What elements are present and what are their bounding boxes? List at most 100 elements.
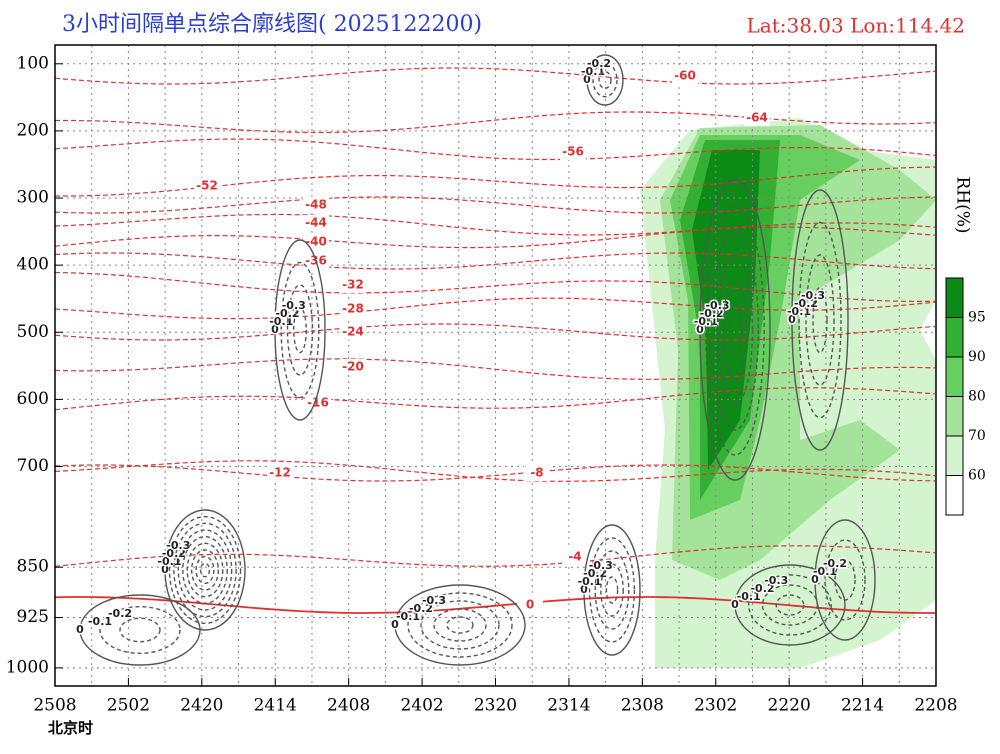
omega-contour [600,563,624,617]
omega-label: 0 [811,573,819,586]
omega-contour [834,559,856,601]
isotherm [55,196,936,214]
omega-contour [699,179,771,481]
omega-contour [710,229,760,431]
plot-area: -64-60-56-52-48-44-40-36-32-28-24-20-16-… [55,45,936,686]
x-tick-label: 2220 [768,696,811,716]
isotherm-label: -52 [196,179,218,193]
omega-label: -0.3 [422,594,446,607]
omega-contour [182,535,228,605]
omega-contour [173,522,237,618]
omega-contour [394,584,526,666]
omega-label: -0.3 [801,289,825,302]
omega-contour [119,617,161,643]
isotherm-label-bg [340,277,366,293]
isotherm-label-bg [303,215,329,231]
x-tick-label: 2420 [180,696,223,716]
omega-label: -0.3 [589,559,613,572]
x-tick-label: 2508 [33,696,76,716]
colorbar-swatch [946,357,963,397]
x-tick-label: 2314 [547,696,590,716]
omega-label: 0 [271,323,279,336]
omega-label: -0.1 [813,565,837,578]
omega-contour [446,616,474,634]
colorbar-swatch [946,436,963,476]
y-tick-label: 700 [17,456,49,476]
isotherm [55,460,936,482]
x-tick-label: 2414 [254,696,297,716]
isotherm-label: -44 [305,216,327,230]
omega-label: -0.1 [581,65,605,78]
omega-label: -0.3 [166,539,190,552]
isotherm-label: -40 [305,235,327,249]
isotherm [55,138,936,161]
isotherm-label: -24 [342,325,364,339]
isotherm-label-bg [524,465,550,481]
omega-label: -0.2 [700,307,724,320]
omega-label: 0 [788,313,796,326]
omega-contour [199,562,211,578]
x-tick-label: 2308 [621,696,664,716]
omega-label: -0.2 [409,602,433,615]
isotherm-label-bg [560,144,586,160]
omega-contour [407,592,513,658]
x-tick-label: 2402 [400,696,443,716]
omega-contour [420,600,500,650]
isotherm-label-bg [517,597,543,613]
omega-contour [728,304,742,356]
omega-label: -0.2 [162,547,186,560]
isotherm-label: -60 [674,69,696,83]
y-tick-label: 850 [17,557,49,577]
y-tick-label: 300 [17,188,49,208]
omega-contour [293,306,307,354]
colorbar-swatch [946,396,963,436]
omega-label: 0 [76,623,84,636]
omega-contour [164,509,246,631]
omega-contour [812,286,828,354]
isotherm-label: -64 [746,111,768,125]
isotherm-label: -56 [562,145,584,159]
omega-label: -0.3 [764,574,788,587]
omega-contour [99,605,181,655]
isotherm-label: -32 [342,278,364,292]
omega-label: 0 [161,563,169,576]
omega-contour [586,54,624,106]
isotherm [55,323,936,341]
omega-label: -0.1 [578,575,602,588]
isotherm-label: -48 [305,198,327,212]
omega-contour [280,261,320,399]
isotherm-label: -28 [342,302,364,316]
colorbar-swatch [946,278,963,318]
isotherm [55,545,936,567]
isotherm [55,67,936,85]
x-tick-label: 2302 [694,696,737,716]
isotherm-label-bg [305,395,331,411]
omega-contour [195,555,215,585]
isotherm [55,271,936,302]
isotherm-label-bg [672,68,698,84]
y-tick-label: 1000 [6,657,49,677]
colorbar-label: RH(%) [953,176,973,233]
x-tick-label: 2320 [474,696,517,716]
isotherm [55,226,936,249]
omega-label: -0.2 [275,307,299,320]
omega-label: -0.2 [794,297,818,310]
x-tick-label: 2502 [107,696,150,716]
colorbar-tick-label: 80 [968,389,986,405]
omega-contour [177,529,233,611]
omega-label: -0.2 [108,607,132,620]
x-tick-label: 2214 [841,696,884,716]
isotherm [55,358,936,380]
omega-contour [186,542,224,598]
omega-label: 0 [583,73,591,86]
x-tick-label: 2408 [327,696,370,716]
omega-label: -0.2 [750,582,774,595]
omega-contour [433,608,487,642]
chart-title: 3小时间隔单点综合廓线图( 2025122200) [62,12,482,37]
y-tick-label: 200 [17,120,49,140]
location: Lat:38.03 Lon:114.42 [746,14,965,38]
omega-contour [79,594,201,666]
omega-contour [716,254,754,406]
